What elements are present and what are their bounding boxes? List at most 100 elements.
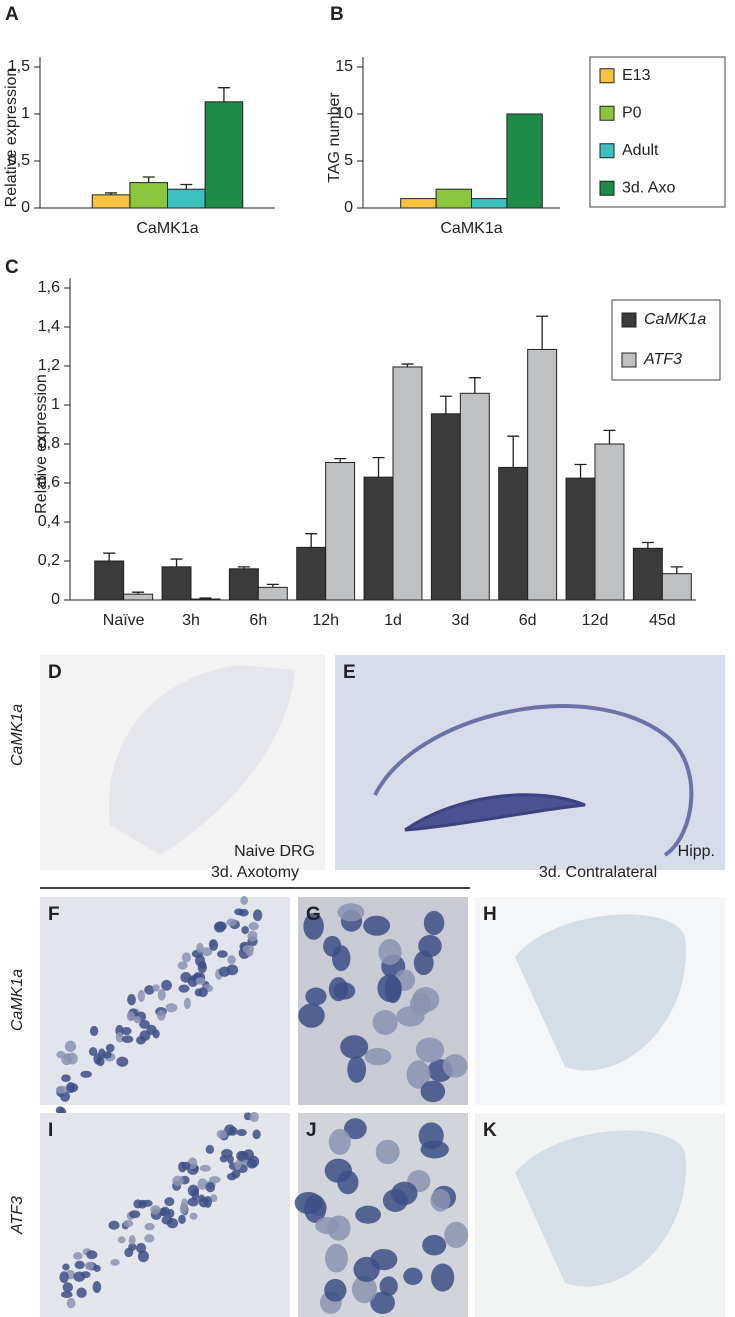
stained-cell	[93, 1053, 102, 1065]
stained-cell	[73, 1252, 83, 1260]
stained-cell	[110, 1258, 120, 1266]
stained-cell	[298, 1003, 325, 1028]
y-tick-label: 0,8	[38, 435, 60, 452]
bar	[228, 568, 259, 601]
stained-cell	[165, 1002, 178, 1013]
panel-letter: K	[483, 1120, 497, 1141]
stained-cell	[205, 1144, 215, 1154]
error-bar	[266, 583, 279, 588]
legend-swatch	[599, 68, 615, 84]
stained-cell	[248, 922, 259, 931]
stained-cell	[226, 918, 237, 927]
bar	[129, 182, 168, 209]
stained-cell	[215, 921, 227, 931]
stained-cell	[108, 1220, 120, 1230]
y-tick-label: 1,4	[38, 318, 60, 335]
stained-cell	[331, 945, 351, 972]
error-bar	[217, 87, 230, 102]
stained-cell	[209, 1194, 218, 1203]
stained-cell	[209, 939, 219, 951]
y-tick-label: 5	[344, 152, 353, 169]
stained-cell	[187, 1197, 199, 1207]
bar	[565, 477, 596, 601]
y-tick-label: 0	[21, 199, 30, 216]
y-axis-label: Relative expression	[3, 68, 20, 208]
stained-cell	[133, 1015, 142, 1024]
y-tick-label: 1,6	[38, 279, 60, 296]
stained-cell	[217, 950, 228, 958]
bar	[498, 466, 529, 601]
stained-cell	[121, 1026, 132, 1036]
stained-cell	[127, 993, 136, 1006]
error-bar	[439, 395, 452, 414]
legend-label: CaMK1a	[644, 311, 706, 328]
error-bar	[536, 315, 549, 350]
error-bar	[132, 591, 145, 595]
bar	[392, 366, 423, 601]
stained-cell	[340, 1035, 369, 1059]
micrograph	[335, 655, 725, 870]
bar	[325, 462, 356, 601]
stained-cell	[56, 1085, 68, 1094]
stained-cell	[218, 966, 231, 977]
error-bar	[105, 192, 118, 195]
bar	[161, 566, 192, 601]
stained-cell	[157, 989, 166, 1001]
stained-cell	[164, 1197, 175, 1207]
stained-cell	[221, 1148, 233, 1158]
stained-cell	[337, 903, 365, 922]
bar	[257, 586, 288, 601]
legend-swatch	[621, 312, 637, 328]
error-bar	[468, 377, 481, 394]
y-axis-label: Relative expression	[33, 374, 50, 514]
stained-cell	[59, 1271, 69, 1284]
stained-cell	[189, 1212, 198, 1220]
x-tick-label: 12d	[582, 612, 609, 629]
panel-letter: B	[330, 4, 344, 25]
stained-cell	[423, 910, 445, 936]
stained-cell	[201, 947, 213, 957]
bar	[190, 598, 221, 601]
stained-cell	[187, 1184, 200, 1197]
stained-cell	[105, 1043, 115, 1053]
stained-cell	[249, 1111, 259, 1123]
stained-cell	[412, 987, 440, 1013]
y-tick-label: 0,2	[38, 552, 60, 569]
stained-cell	[117, 1236, 126, 1244]
stained-cell	[337, 1170, 359, 1195]
stained-cell	[243, 1149, 254, 1161]
error-bar	[103, 552, 116, 561]
y-tick-label: 0,4	[38, 513, 60, 530]
legend-swatch	[599, 105, 615, 121]
stained-cell	[137, 989, 146, 1002]
stained-cell	[344, 1118, 367, 1140]
stained-cell	[181, 1161, 191, 1170]
stained-cell	[351, 1275, 377, 1304]
stained-cell	[199, 1164, 211, 1172]
bar	[632, 547, 663, 601]
stained-cell	[227, 955, 236, 965]
stained-cell	[205, 1182, 216, 1193]
x-tick-label: 45d	[649, 612, 676, 629]
stained-cell	[252, 909, 263, 922]
stained-cell	[234, 1160, 242, 1170]
x-tick-label: 3d	[451, 612, 469, 629]
error-bar	[507, 435, 520, 468]
bar	[123, 593, 154, 601]
bar	[430, 413, 461, 601]
stained-cell	[377, 974, 402, 1002]
y-tick-label: 0,5	[8, 152, 30, 169]
stained-cell	[61, 1054, 73, 1066]
panel-caption: Hipp.	[678, 843, 715, 860]
panel-letter: E	[343, 662, 356, 683]
y-tick-label: 1	[51, 396, 60, 413]
stained-cell	[62, 1282, 74, 1293]
stained-cell	[178, 1214, 186, 1225]
stained-cell	[66, 1297, 76, 1309]
stained-cell	[180, 972, 192, 983]
cell-layer	[404, 793, 586, 832]
stained-cell	[355, 1205, 382, 1224]
error-bar	[142, 176, 155, 183]
stained-cell	[203, 1196, 212, 1208]
stained-cell	[240, 895, 249, 905]
